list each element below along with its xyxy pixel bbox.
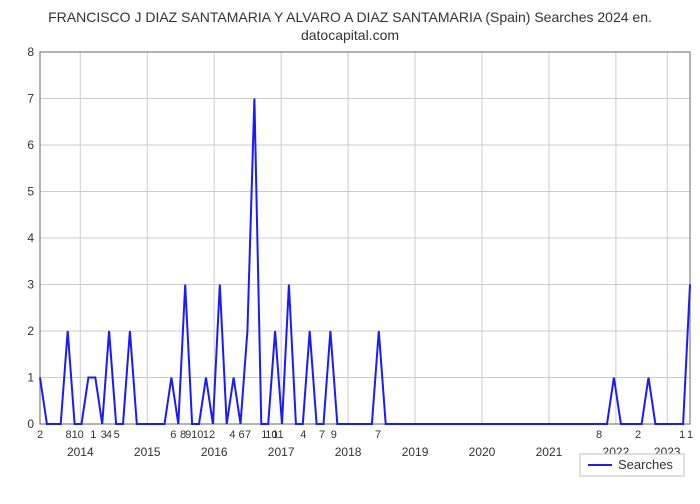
x-tick-label: 6 — [170, 429, 176, 441]
x-year-label: 2021 — [536, 445, 563, 459]
x-year-label: 2018 — [335, 445, 362, 459]
x-tick-label: 6 — [238, 429, 244, 441]
series-searches — [40, 99, 690, 425]
y-tick-label: 0 — [27, 417, 34, 431]
y-tick-label: 2 — [27, 324, 34, 338]
y-tick-label: 8 — [27, 45, 34, 59]
y-tick-label: 4 — [27, 231, 34, 245]
chart-container: FRANCISCO J DIAZ SANTAMARIA Y ALVARO A D… — [0, 0, 700, 500]
x-tick-label: 4 — [229, 429, 235, 441]
x-year-label: 2019 — [402, 445, 429, 459]
x-year-label: 2014 — [67, 445, 94, 459]
x-tick-label: 7 — [375, 429, 381, 441]
x-tick-label: 1 — [90, 429, 96, 441]
chart-title: FRANCISCO J DIAZ SANTAMARIA Y ALVARO A D… — [0, 0, 700, 44]
x-year-label: 2020 — [469, 445, 496, 459]
x-tick-label: 8 — [596, 429, 602, 441]
legend-label: Searches — [618, 457, 673, 472]
title-line-1: FRANCISCO J DIAZ SANTAMARIA Y ALVARO A D… — [48, 9, 652, 25]
x-tick-label: 1 — [687, 429, 693, 441]
x-tick-label: 9 — [331, 429, 337, 441]
x-tick-label: 10 — [191, 429, 203, 441]
x-tick-label: 1 — [679, 429, 685, 441]
x-year-label: 2016 — [201, 445, 228, 459]
x-year-label: 2017 — [268, 445, 295, 459]
x-tick-label: 11 — [272, 429, 283, 441]
title-line-2: datocapital.com — [301, 27, 399, 43]
x-tick-label: 2 — [635, 429, 641, 441]
x-tick-label: 5 — [114, 429, 120, 441]
x-tick-label: 4 — [300, 429, 306, 441]
y-tick-label: 7 — [27, 92, 34, 106]
x-tick-label: 7 — [319, 429, 325, 441]
chart-svg: 0123456782014201520162017201820192020202… — [0, 44, 700, 504]
x-tick-label: 10 — [72, 429, 84, 441]
x-tick-label: 4 — [106, 429, 112, 441]
x-tick-label: 12 — [203, 429, 215, 441]
y-tick-label: 6 — [27, 138, 34, 152]
y-tick-label: 3 — [27, 278, 34, 292]
x-year-label: 2015 — [134, 445, 161, 459]
x-tick-label: 7 — [245, 429, 251, 441]
y-tick-label: 1 — [27, 371, 34, 385]
x-tick-label: 2 — [37, 429, 43, 441]
y-tick-label: 5 — [27, 185, 34, 199]
